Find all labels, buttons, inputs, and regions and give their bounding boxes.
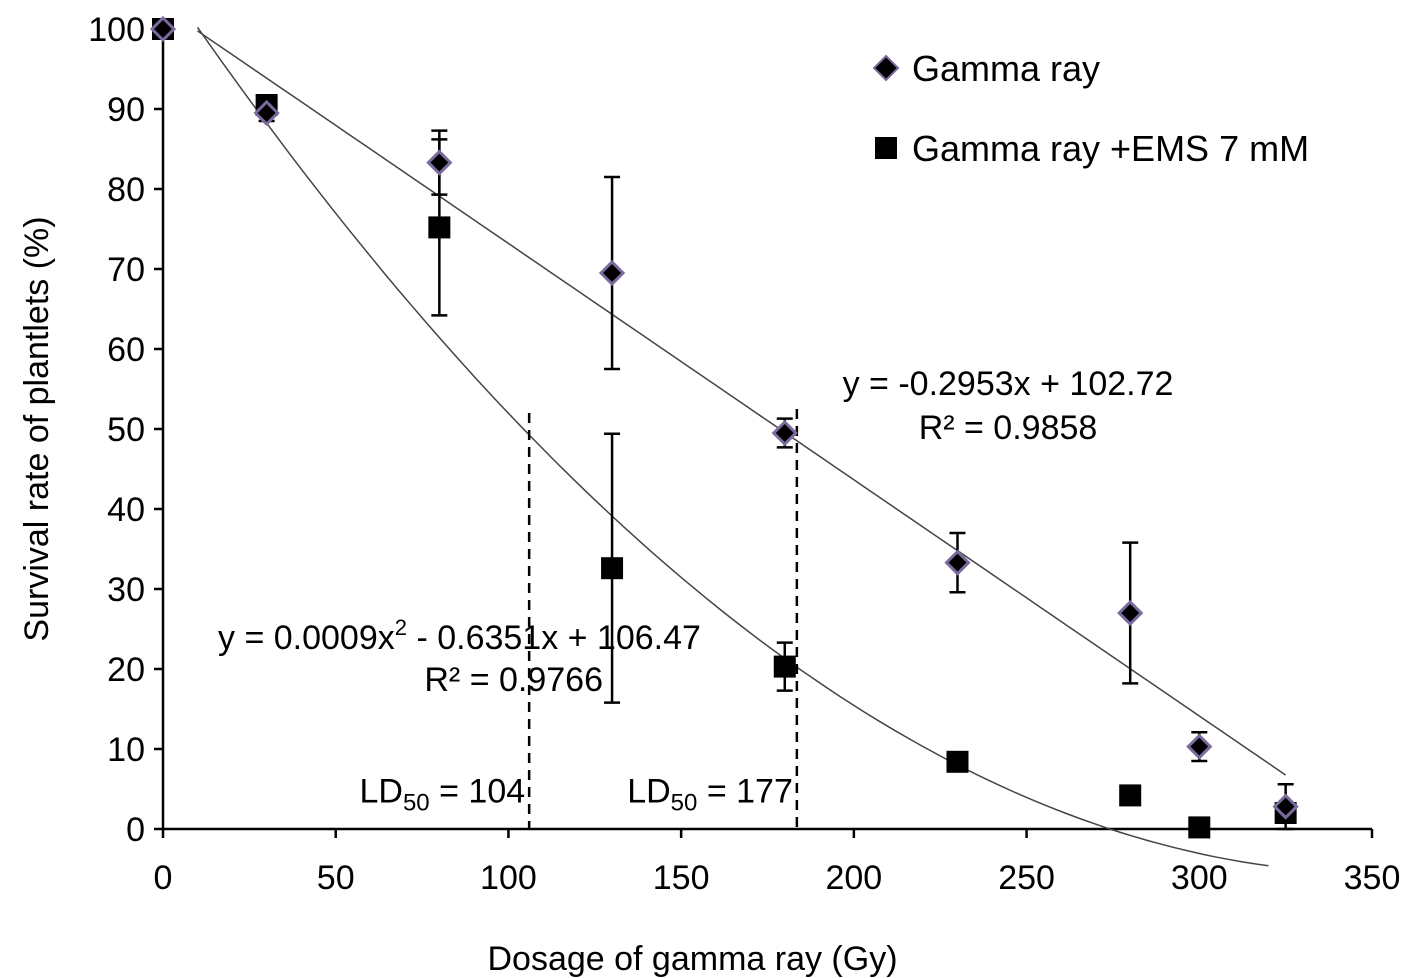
gamma-ems-equation-main: y = 0.0009x [218, 619, 395, 657]
gamma-ray-r2: R² = 0.9858 [919, 409, 1098, 447]
x-tick-label: 200 [825, 859, 882, 897]
gamma-ems-equation-rest: - 0.6351x + 106.47 [407, 619, 701, 657]
gamma-ray-point [598, 259, 626, 287]
x-tick-label: 150 [653, 859, 710, 897]
ld50-markers: LD50 = 104 LD50 = 177 [359, 409, 799, 829]
x-tick-label: 100 [480, 859, 537, 897]
data-points [149, 15, 1299, 839]
gamma-ems-point [601, 557, 624, 580]
ld50-label-main: LD [359, 773, 402, 811]
y-tick-label: 60 [107, 331, 145, 369]
error-bars [258, 103, 1294, 831]
gamma-ray-point [426, 149, 453, 176]
gamma-ems-point [1119, 784, 1142, 807]
gamma-ray-point [149, 15, 177, 43]
gamma-ems-point [946, 750, 969, 773]
y-tick-label: 10 [107, 731, 145, 769]
gamma-ray-point [1117, 599, 1144, 627]
y-tick-label: 40 [107, 491, 145, 529]
gamma-ems-equation: y = 0.0009x2 - 0.6351x + 106.47 [218, 615, 701, 657]
x-tick-label: 0 [154, 859, 173, 897]
ld50-label-main: LD [627, 773, 670, 811]
ld50-label: LD50 = 104 [359, 773, 525, 817]
ld50-label-rest: = 177 [697, 773, 792, 811]
gamma-ray-point [1186, 733, 1213, 760]
legend-square-icon [875, 137, 897, 159]
gamma-ems-trendline [196, 26, 1269, 867]
x-tick-label: 50 [317, 859, 355, 897]
y-tick-label: 50 [107, 411, 145, 449]
gamma-ray-equation: y = -0.2953x + 102.72 [843, 365, 1174, 403]
trendlines [196, 26, 1287, 867]
x-axis-title: Dosage of gamma ray (Gy) [487, 940, 897, 978]
y-tick-label: 0 [126, 811, 145, 849]
ld50-label: LD50 = 177 [627, 773, 793, 817]
x-tick-label: 350 [1344, 859, 1401, 897]
gamma-ray-point [771, 419, 798, 447]
y-tick-label: 100 [88, 11, 145, 49]
legend-gamma-ems: Gamma ray +EMS 7 mM [912, 128, 1309, 169]
gamma-ems-point [773, 655, 796, 678]
gamma-ray-point [1272, 793, 1299, 820]
gamma-ems-equation-sup: 2 [395, 615, 407, 640]
y-tick-label: 80 [107, 171, 145, 209]
axes: 0 50 100 150 200 250 300 3500102030405060708090… [18, 11, 1400, 978]
x-tick-label: 300 [1171, 859, 1228, 897]
annotations: y = -0.2953x + 102.72 R² = 0.9858 y = 0.00… [218, 365, 1173, 699]
ld50-label-sub: 50 [671, 790, 698, 817]
ld50-label-sub: 50 [403, 790, 430, 817]
legend: Gamma ray Gamma ray +EMS 7 mM [872, 48, 1309, 169]
gamma-ray-point [253, 99, 280, 127]
gamma-ems-point [1188, 816, 1211, 839]
y-tick-label: 90 [107, 91, 145, 129]
legend-diamond-icon [872, 54, 900, 82]
gamma-ray-point [944, 549, 971, 576]
y-axis-title: Survival rate of plantlets (%) [18, 216, 56, 641]
gamma-ems-r2: R² = 0.9766 [424, 661, 603, 699]
x-tick-label: 250 [998, 859, 1055, 897]
y-tick-label: 70 [107, 251, 145, 289]
legend-gamma-ray: Gamma ray [912, 48, 1100, 89]
y-tick-label: 20 [107, 651, 145, 689]
gamma-ems-point [428, 216, 451, 239]
y-tick-label: 30 [107, 571, 145, 609]
gamma-ray-trendline [197, 30, 1287, 776]
ld50-label-rest: = 104 [430, 773, 525, 811]
